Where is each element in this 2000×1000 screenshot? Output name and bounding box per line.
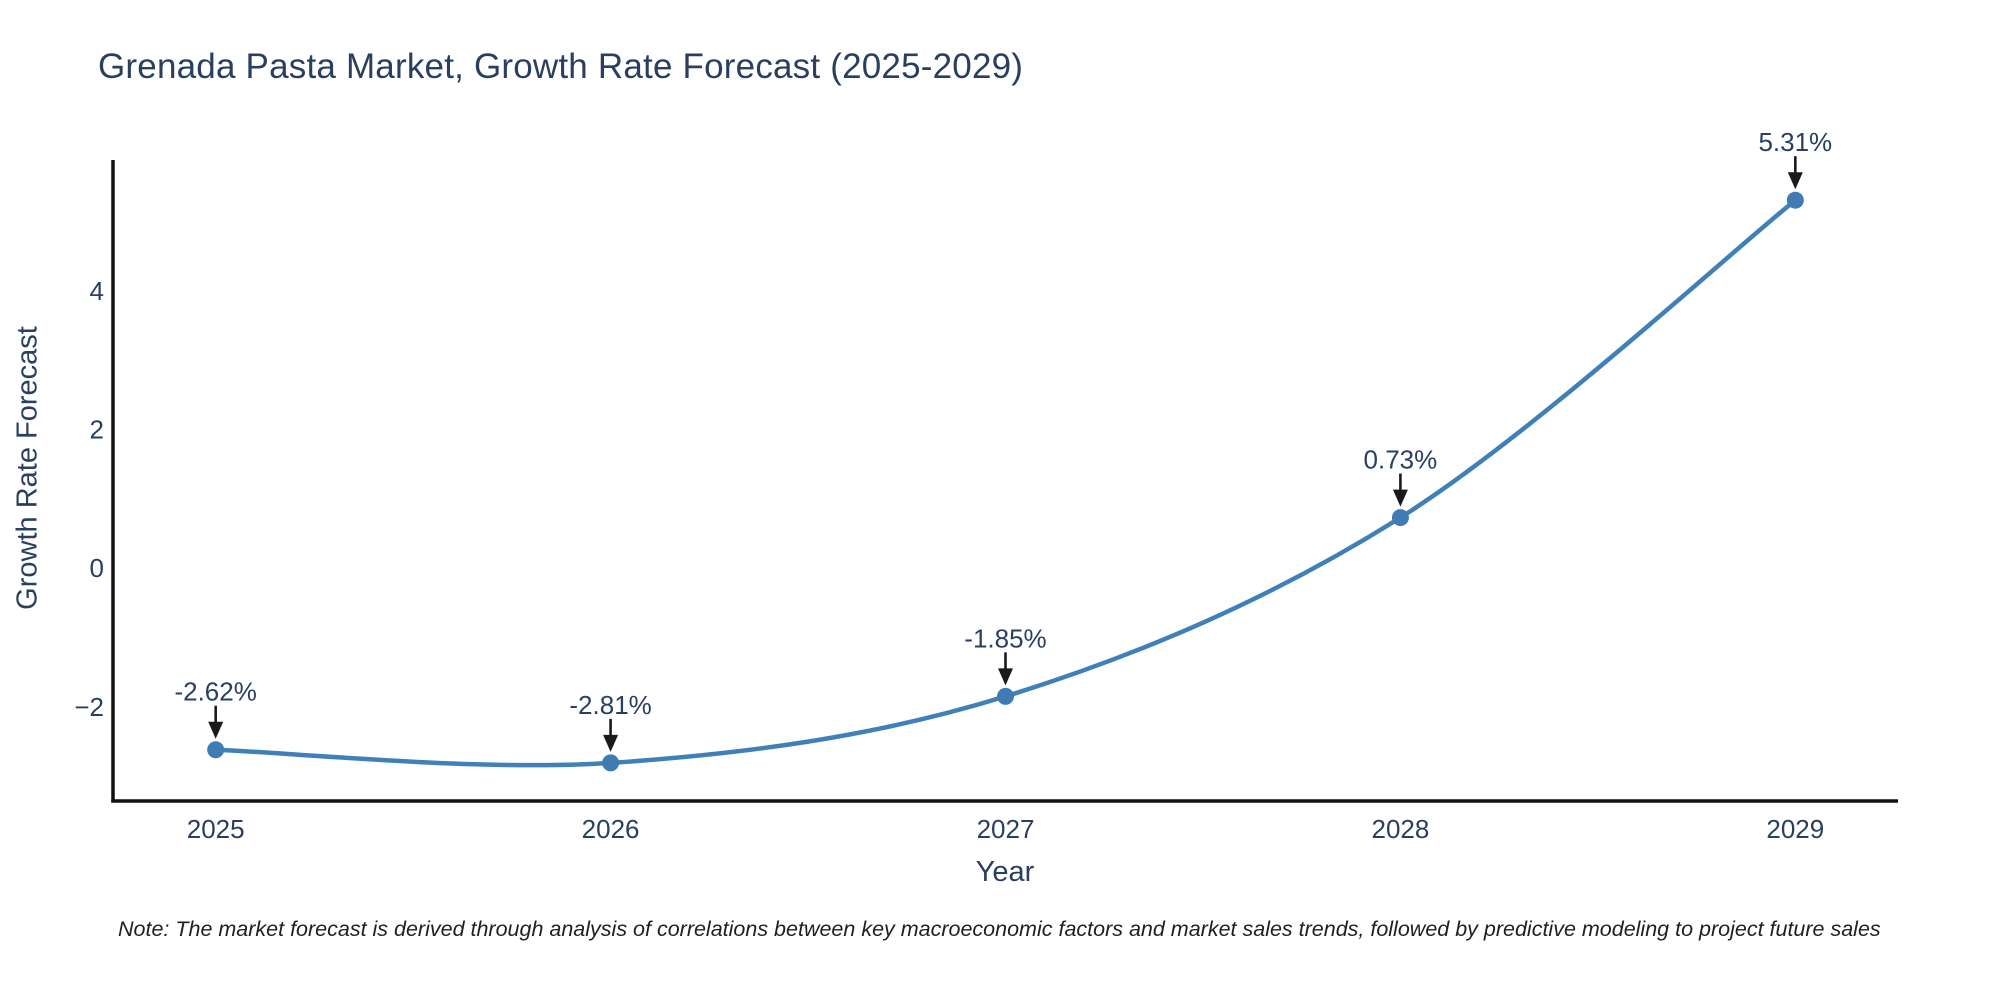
y-tick-label: 0 — [90, 553, 104, 583]
chart-title: Grenada Pasta Market, Growth Rate Foreca… — [98, 47, 1024, 86]
point-annotation: -1.85% — [964, 623, 1047, 686]
annotation-arrowhead — [208, 721, 224, 739]
point-annotation: -2.62% — [174, 677, 257, 739]
data-point-marker — [997, 687, 1014, 705]
annotation-arrowhead — [1392, 489, 1408, 507]
y-tick-label: 4 — [90, 276, 104, 306]
point-annotation: 5.31% — [1758, 127, 1832, 190]
annotation-arrowhead — [603, 734, 619, 752]
data-point-marker — [602, 754, 620, 772]
annotation-arrowhead — [998, 668, 1013, 686]
x-tick-labels: 2025 2026 2027 2028 2029 — [187, 814, 1824, 844]
data-point-marker — [1786, 191, 1804, 209]
annotation-label: 5.31% — [1758, 127, 1832, 157]
x-axis-title: Year — [975, 856, 1035, 888]
footnote: Note: The market forecast is derived thr… — [118, 917, 1881, 941]
y-axis-title: Growth Rate Forecast — [11, 326, 44, 610]
point-annotation: 0.73% — [1364, 445, 1438, 507]
annotation-label: 0.73% — [1364, 445, 1438, 475]
data-point-markers — [207, 191, 1804, 772]
x-tick-label: 2027 — [977, 814, 1035, 844]
point-annotation: -2.81% — [569, 690, 652, 752]
y-tick-labels: −2 0 2 4 — [74, 276, 104, 722]
series-line — [213, 197, 1798, 768]
data-point-marker — [207, 741, 225, 759]
point-annotations: -2.62% -2.81% -1.85% 0.73% 5.31% — [174, 127, 1832, 752]
annotation-label: -2.62% — [174, 677, 256, 707]
y-tick-label: −2 — [74, 692, 104, 722]
annotation-label: -2.81% — [569, 690, 651, 720]
y-tick-label: 2 — [90, 415, 104, 445]
annotation-label: -1.85% — [964, 623, 1046, 653]
x-tick-label: 2025 — [187, 814, 245, 844]
data-point-marker — [1391, 509, 1409, 527]
x-tick-label: 2028 — [1371, 814, 1429, 844]
x-tick-label: 2029 — [1766, 814, 1824, 844]
x-tick-label: 2026 — [582, 814, 640, 844]
annotation-arrowhead — [1787, 172, 1803, 190]
